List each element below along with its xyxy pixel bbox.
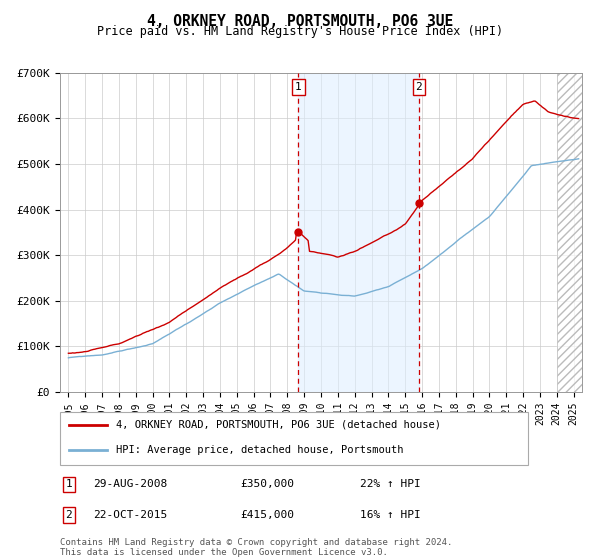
Bar	[298, 73, 419, 392]
Text: 2: 2	[415, 82, 422, 92]
Text: £350,000: £350,000	[240, 479, 294, 489]
Bar	[557, 73, 582, 392]
Text: £415,000: £415,000	[240, 510, 294, 520]
Text: 22-OCT-2015: 22-OCT-2015	[93, 510, 167, 520]
Text: 29-AUG-2008: 29-AUG-2008	[93, 479, 167, 489]
Bar	[557, 73, 582, 392]
Text: 22% ↑ HPI: 22% ↑ HPI	[360, 479, 421, 489]
Text: 2: 2	[65, 510, 73, 520]
Text: 1: 1	[65, 479, 73, 489]
Text: Contains HM Land Registry data © Crown copyright and database right 2024.
This d: Contains HM Land Registry data © Crown c…	[60, 538, 452, 557]
Text: 16% ↑ HPI: 16% ↑ HPI	[360, 510, 421, 520]
Text: 1: 1	[295, 82, 302, 92]
FancyBboxPatch shape	[60, 412, 528, 465]
Text: 4, ORKNEY ROAD, PORTSMOUTH, PO6 3UE (detached house): 4, ORKNEY ROAD, PORTSMOUTH, PO6 3UE (det…	[116, 420, 441, 430]
Text: HPI: Average price, detached house, Portsmouth: HPI: Average price, detached house, Port…	[116, 445, 404, 455]
Text: Price paid vs. HM Land Registry's House Price Index (HPI): Price paid vs. HM Land Registry's House …	[97, 25, 503, 38]
Text: 4, ORKNEY ROAD, PORTSMOUTH, PO6 3UE: 4, ORKNEY ROAD, PORTSMOUTH, PO6 3UE	[147, 14, 453, 29]
